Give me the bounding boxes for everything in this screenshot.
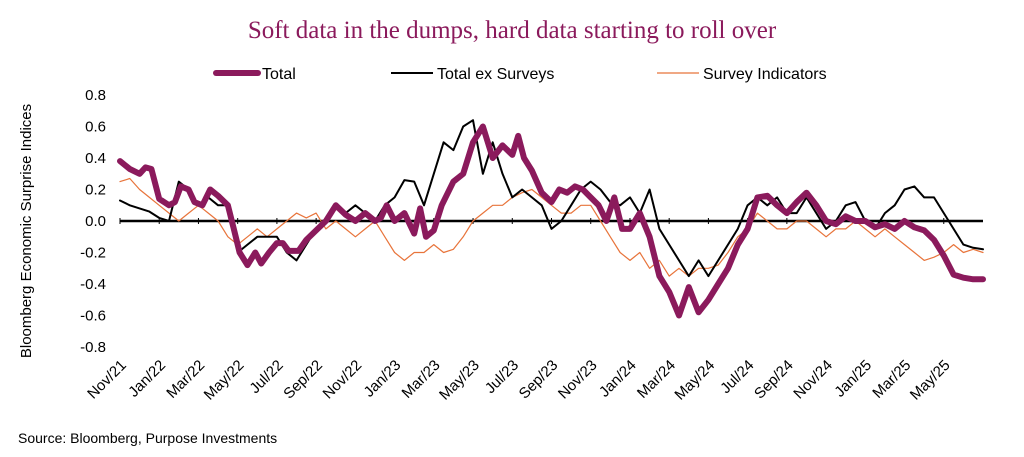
x-tick-label: Sep/22 — [280, 357, 326, 403]
x-tick-label: Nov/22 — [320, 357, 366, 403]
x-tick-label: Sep/23 — [516, 357, 562, 403]
y-tick-label: 0.6 — [85, 119, 106, 136]
y-tick-label: -0.2 — [80, 245, 106, 262]
legend-label-total-ex-surveys: Total ex Surveys — [437, 66, 554, 83]
y-tick-label: 0.0 — [85, 213, 106, 230]
x-tick-label: Mar/22 — [163, 357, 208, 402]
x-tick-label: Sep/24 — [751, 357, 797, 403]
x-tick-label: Jan/22 — [125, 357, 169, 401]
y-tick-label: 0.8 — [85, 87, 106, 104]
x-tick-label: Jan/24 — [596, 357, 640, 401]
chart: Soft data in the dumps, hard data starti… — [0, 0, 1024, 457]
x-tick-label: Jan/25 — [831, 357, 875, 401]
x-tick-label: May/24 — [671, 357, 718, 404]
legend-label-survey-indicators: Survey Indicators — [703, 66, 827, 83]
legend-label-total: Total — [262, 66, 296, 83]
x-tick-label: Nov/24 — [790, 357, 836, 403]
y-axis-label: Bloomberg Economic Surprise Indices — [18, 104, 35, 358]
x-tick-label: May/25 — [907, 357, 954, 404]
y-tick-label: -0.6 — [80, 308, 106, 325]
x-tick-label: May/22 — [201, 357, 248, 404]
x-tick-label: Nov/21 — [84, 357, 130, 403]
source-note: Source: Bloomberg, Purpose Investments — [18, 430, 277, 446]
y-axis-ticks: 0.8 0.6 0.4 0.2 0.0 -0.2 -0.4 -0.6 -0.8 — [80, 87, 106, 356]
series-layer — [120, 120, 983, 315]
y-tick-label: 0.4 — [85, 150, 106, 167]
x-tick-label: Mar/25 — [869, 357, 914, 402]
x-axis-ticks: Nov/21Jan/22Mar/22May/22Jul/22Sep/22Nov/… — [84, 218, 953, 404]
y-tick-label: -0.8 — [80, 339, 106, 356]
y-tick-label: -0.4 — [80, 276, 106, 293]
y-tick-label: 0.2 — [85, 182, 106, 199]
legend: Total Total ex Surveys Survey Indicators — [216, 66, 827, 83]
x-tick-label: Mar/24 — [634, 357, 679, 402]
x-tick-label: Mar/23 — [399, 357, 444, 402]
x-tick-label: Nov/23 — [555, 357, 601, 403]
x-tick-label: Jan/23 — [361, 357, 405, 401]
x-tick-label: May/23 — [436, 357, 483, 404]
chart-title: Soft data in the dumps, hard data starti… — [248, 17, 777, 44]
